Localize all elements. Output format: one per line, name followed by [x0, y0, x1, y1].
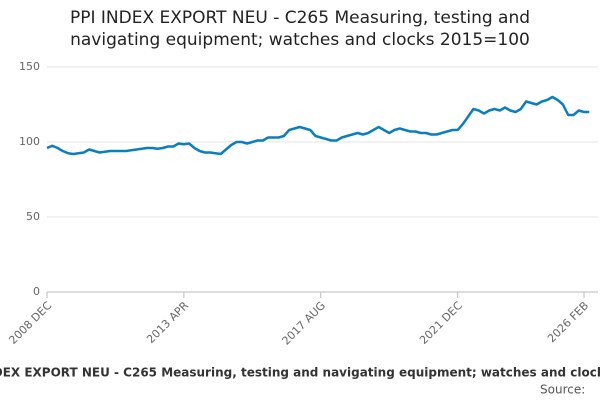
x-tick-label: 2017 AUG: [280, 299, 329, 348]
x-tick-label: 2026 FEB: [545, 299, 591, 345]
caption: PPI INDEX EXPORT NEU - C265 Measuring, t…: [0, 366, 600, 380]
y-tick-label: 150: [19, 60, 40, 73]
chart-title: PPI INDEX EXPORT NEU - C265 Measuring, t…: [70, 8, 530, 28]
x-tick-label: 2013 APR: [144, 299, 191, 346]
y-tick-label: 100: [19, 135, 40, 148]
y-tick-label: 50: [26, 210, 40, 223]
x-tick-label: 2008 DEC: [6, 299, 54, 347]
y-tick-label: 0: [33, 285, 40, 298]
chart-title: navigating equipment; watches and clocks…: [70, 30, 530, 50]
source: Source:: [540, 383, 585, 397]
x-tick-label: 2021 DEC: [417, 299, 465, 347]
data-line: [46, 95, 590, 156]
